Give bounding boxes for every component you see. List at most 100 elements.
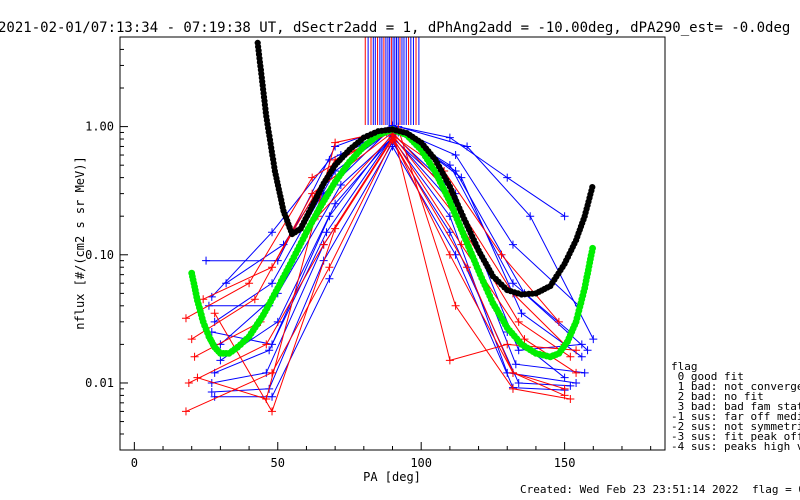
data-point	[560, 384, 569, 393]
data-point	[560, 212, 569, 221]
data-point	[331, 138, 340, 147]
data-point	[572, 346, 581, 355]
legend-entry: -3 sus: fit peak off 9	[671, 430, 800, 443]
data-point	[577, 340, 586, 349]
data-point	[268, 392, 277, 401]
data-point	[589, 335, 598, 344]
data-point	[445, 133, 454, 142]
y-tick-label: 1.00	[85, 120, 114, 134]
data-point	[577, 352, 586, 361]
legend-entry: -4 sus: peaks high va	[671, 440, 800, 453]
series-line	[202, 128, 571, 400]
data-point	[262, 340, 271, 349]
flag-status: flag = 0	[752, 483, 800, 496]
data-point	[216, 356, 225, 365]
legend-entry: 3 bad: bad fam stat	[671, 400, 800, 413]
x-axis-label: PA [deg]	[363, 470, 421, 484]
green-fit-point	[589, 244, 596, 252]
data-point	[445, 250, 454, 259]
data-point	[517, 309, 526, 318]
plot-frame	[119, 36, 666, 451]
data-point	[388, 135, 397, 144]
data-point	[511, 360, 520, 369]
series-line	[211, 141, 571, 393]
legend-entry: 0 good fit	[671, 370, 744, 383]
data-point	[463, 263, 472, 272]
legend-entry: 1 bad: not converge	[671, 380, 800, 393]
data-point	[202, 256, 211, 265]
data-point	[514, 317, 523, 326]
data-point	[319, 240, 328, 249]
data-point	[508, 384, 517, 393]
data-point	[508, 368, 517, 377]
data-point	[457, 240, 466, 249]
series-line	[185, 139, 565, 412]
data-point	[250, 295, 259, 304]
data-point	[497, 250, 506, 259]
data-point	[508, 240, 517, 249]
data-point	[181, 314, 190, 323]
series-layer	[181, 121, 598, 416]
flag-legend: flag 0 good fit 1 bad: not converge 2 ba…	[671, 360, 800, 453]
data-point	[207, 388, 216, 397]
data-point	[572, 368, 581, 377]
data-point	[514, 346, 523, 355]
data-point	[325, 274, 334, 283]
data-point	[583, 346, 592, 355]
data-point	[322, 228, 331, 237]
black-fit-point	[589, 184, 596, 191]
data-point	[222, 279, 231, 288]
y-tick-label: 0.01	[85, 376, 114, 390]
data-point	[181, 407, 190, 416]
data-point	[566, 381, 575, 390]
data-point	[190, 352, 199, 361]
top-tick-layer	[364, 37, 420, 125]
legend-title: flag	[671, 360, 698, 373]
x-tick-label: 100	[410, 456, 432, 470]
y-tick-label: 0.10	[85, 248, 114, 262]
data-point	[451, 167, 460, 176]
series-line	[225, 126, 594, 340]
legend-entry: -2 sus: not symmetric	[671, 420, 800, 433]
data-point	[268, 228, 277, 237]
legend-entry: -1 sus: far off median	[671, 410, 800, 423]
axis-layer: 0 50 100 150 0.01 0.10 1.00	[85, 36, 652, 470]
y-axis-label: nflux [#/(cm2 s sr MeV)]	[73, 156, 87, 329]
data-point	[184, 378, 193, 387]
series-line	[211, 127, 580, 307]
x-tick-label: 50	[271, 456, 285, 470]
data-point	[331, 224, 340, 233]
data-point	[268, 407, 277, 416]
data-point	[268, 263, 277, 272]
data-point	[308, 173, 317, 182]
data-point	[503, 173, 512, 182]
fit-curve-layer	[188, 39, 596, 361]
data-point	[566, 352, 575, 361]
data-point	[566, 394, 575, 403]
x-tick-label: 0	[131, 456, 138, 470]
data-point	[268, 368, 277, 377]
created-timestamp: Created: Wed Feb 23 23:51:14 2022	[520, 483, 739, 496]
chart-title: 2021-02-01/07:13:34 - 07:19:38 UT, dSect…	[0, 20, 790, 36]
data-point	[331, 199, 340, 208]
data-point	[508, 279, 517, 288]
data-point	[526, 212, 535, 221]
data-point	[572, 378, 581, 387]
data-point	[445, 228, 454, 237]
data-point	[554, 317, 563, 326]
data-point	[268, 279, 277, 288]
data-point	[520, 335, 529, 344]
data-point	[463, 142, 472, 151]
legend-entry: 2 bad: no fit	[671, 390, 764, 403]
data-point	[514, 378, 523, 387]
data-point	[560, 373, 569, 382]
data-point	[451, 151, 460, 160]
data-point	[503, 340, 512, 349]
data-point	[580, 368, 589, 377]
series-line	[208, 131, 565, 379]
data-point	[325, 263, 334, 272]
data-point	[187, 335, 196, 344]
series-line	[211, 132, 582, 351]
data-point	[457, 173, 466, 182]
